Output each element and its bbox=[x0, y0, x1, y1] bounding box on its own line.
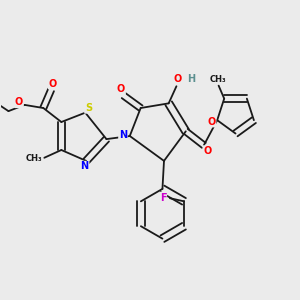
Text: O: O bbox=[117, 84, 125, 94]
Text: CH₃: CH₃ bbox=[26, 154, 43, 163]
Text: O: O bbox=[15, 98, 23, 107]
Text: O: O bbox=[203, 146, 212, 156]
Text: O: O bbox=[174, 74, 182, 84]
Text: N: N bbox=[81, 161, 89, 172]
Text: S: S bbox=[85, 103, 92, 113]
Text: O: O bbox=[49, 79, 57, 89]
Text: CH₃: CH₃ bbox=[209, 75, 226, 84]
Text: F: F bbox=[160, 193, 166, 202]
Text: H: H bbox=[187, 74, 195, 84]
Text: N: N bbox=[119, 130, 127, 140]
Text: O: O bbox=[208, 117, 216, 127]
